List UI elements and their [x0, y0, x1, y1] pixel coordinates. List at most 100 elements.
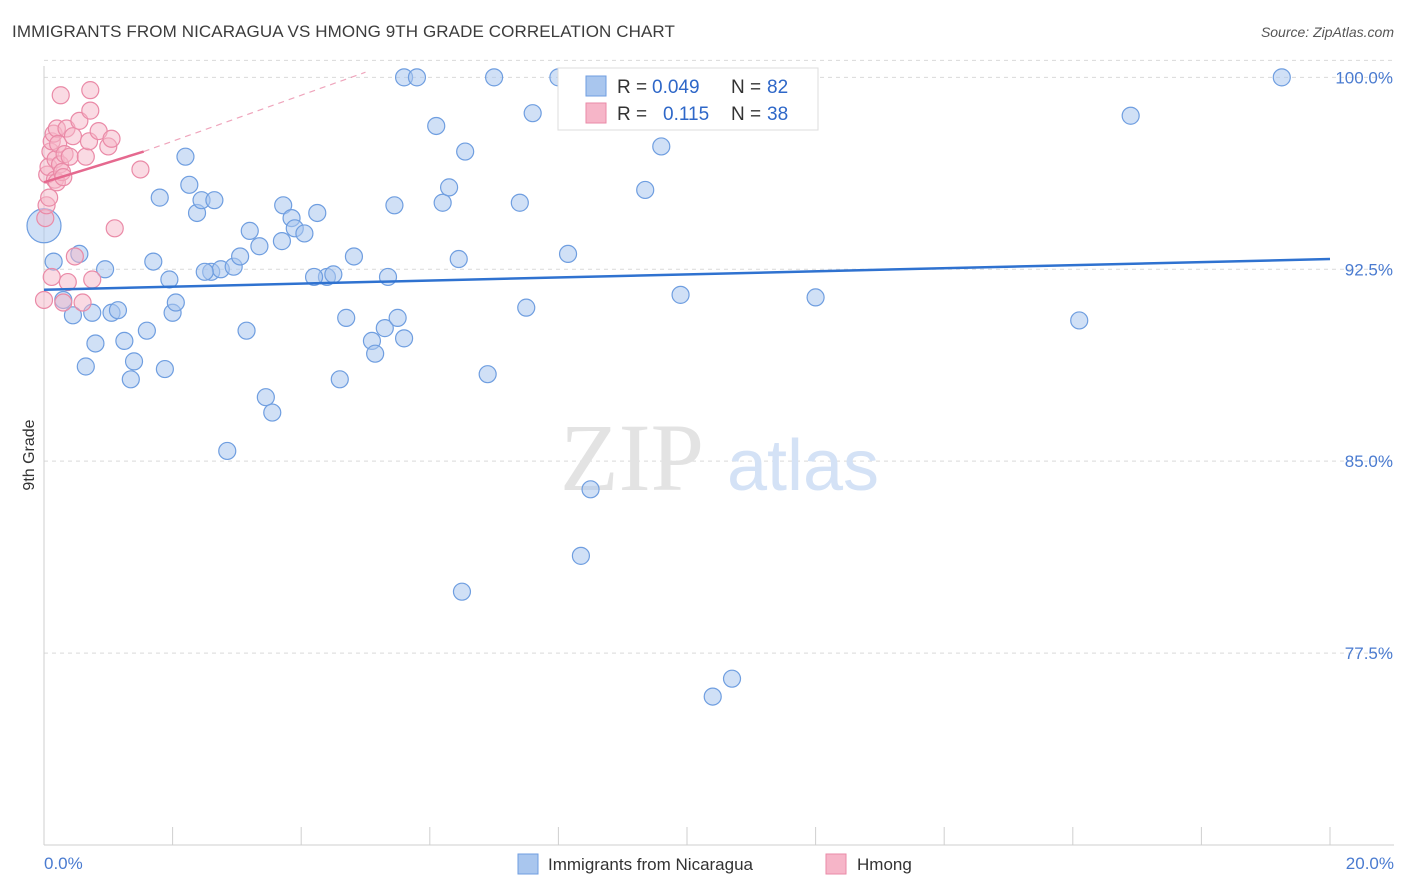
- point-nicaragua: [478, 365, 497, 384]
- y-tick-label: 100.0%: [1335, 68, 1393, 87]
- point-nicaragua: [581, 480, 600, 499]
- point-nicaragua: [806, 288, 825, 307]
- point-nicaragua: [571, 546, 591, 565]
- point-nicaragua: [308, 203, 327, 223]
- point-hmong: [58, 272, 77, 292]
- point-hmong: [63, 127, 83, 146]
- legend-n-label-2: N =: [731, 104, 761, 125]
- x-tick-label-min: 0.0%: [44, 854, 83, 873]
- point-nicaragua: [523, 104, 542, 123]
- point-nicaragua: [295, 224, 314, 243]
- x-tick-label-max: 20.0%: [1346, 854, 1394, 873]
- point-nicaragua: [344, 247, 364, 266]
- legend-r-value-1: 0.049: [652, 77, 700, 98]
- trend-line-hmong: [43, 150, 145, 184]
- point-nicaragua: [1272, 68, 1291, 87]
- legend-swatch-blue: [585, 75, 607, 97]
- legend-r-label-2: R =: [617, 104, 647, 125]
- point-hmong: [54, 293, 73, 312]
- gridlines: [44, 59, 1394, 654]
- point-nicaragua: [272, 232, 292, 251]
- point-nicaragua: [274, 196, 293, 215]
- point-nicaragua: [137, 321, 156, 340]
- point-nicaragua: [180, 175, 199, 194]
- point-nicaragua: [1121, 106, 1140, 125]
- point-hmong: [42, 267, 61, 287]
- point-nicaragua: [115, 331, 134, 351]
- point-nicaragua: [517, 298, 536, 317]
- point-nicaragua: [433, 193, 452, 212]
- point-nicaragua: [124, 352, 144, 371]
- point-hmong: [34, 290, 54, 310]
- point-nicaragua: [240, 221, 259, 240]
- point-nicaragua: [703, 687, 722, 706]
- y-tick-label: 92.5%: [1345, 260, 1393, 279]
- point-hmong: [102, 129, 121, 148]
- point-nicaragua: [144, 252, 163, 271]
- point-nicaragua: [427, 116, 446, 136]
- legend-n-value-1: 82: [767, 77, 788, 98]
- series-nicaragua-points: [26, 68, 1291, 706]
- legend-r-label-1: R =: [617, 77, 647, 98]
- point-hmong: [51, 86, 70, 105]
- point-hmong: [105, 219, 124, 238]
- point-hmong: [65, 247, 84, 266]
- point-nicaragua: [256, 388, 275, 407]
- point-nicaragua: [86, 334, 105, 353]
- legend-label-hmong: Hmong: [857, 855, 912, 874]
- point-nicaragua: [76, 357, 95, 376]
- point-nicaragua: [176, 147, 195, 166]
- trend-lines: [43, 71, 1331, 291]
- point-nicaragua: [456, 142, 475, 161]
- point-hmong: [60, 147, 79, 166]
- point-nicaragua: [108, 301, 128, 320]
- point-nicaragua: [485, 68, 504, 87]
- point-nicaragua: [195, 262, 214, 281]
- point-hmong: [81, 81, 100, 100]
- point-nicaragua: [439, 178, 459, 197]
- point-hmong: [83, 270, 102, 289]
- axes: [43, 66, 1394, 846]
- point-nicaragua: [155, 359, 174, 379]
- series-hmong-points: [34, 81, 150, 312]
- point-nicaragua: [337, 308, 356, 327]
- point-nicaragua: [375, 319, 394, 338]
- point-nicaragua: [44, 252, 63, 271]
- point-nicaragua: [1070, 311, 1089, 330]
- point-hmong: [131, 160, 150, 179]
- point-nicaragua: [671, 285, 690, 304]
- stats-legend: R = 0.049 N = 82 R = 0.115 N = 38: [557, 67, 819, 131]
- point-nicaragua: [652, 137, 671, 156]
- point-nicaragua: [510, 193, 529, 212]
- point-nicaragua: [166, 293, 185, 312]
- y-axis-title: 9th Grade: [21, 419, 38, 490]
- legend-r-value-2: 0.115: [663, 104, 709, 125]
- legend-n-value-2: 38: [767, 104, 788, 125]
- watermark: ZIP atlas: [560, 404, 879, 511]
- point-nicaragua: [324, 265, 343, 284]
- point-nicaragua: [558, 244, 578, 264]
- watermark-atlas: atlas: [727, 426, 879, 506]
- point-hmong: [73, 293, 92, 312]
- point-nicaragua: [250, 237, 269, 256]
- point-nicaragua: [388, 308, 407, 327]
- point-nicaragua: [394, 329, 414, 348]
- y-tick-label: 85.0%: [1345, 452, 1393, 471]
- source-label: Source: ZipAtlas.com: [1260, 24, 1394, 40]
- legend-n-label-1: N =: [731, 77, 761, 98]
- point-nicaragua: [205, 191, 224, 210]
- point-nicaragua: [237, 321, 256, 340]
- point-nicaragua: [385, 196, 404, 215]
- point-nicaragua: [63, 306, 83, 325]
- legend-swatch-pink: [585, 102, 607, 124]
- watermark-zip: ZIP: [560, 404, 704, 511]
- trend-line-nicaragua: [43, 257, 1331, 291]
- point-nicaragua: [304, 267, 324, 287]
- legend-swatch-hmong: [825, 853, 847, 875]
- point-nicaragua: [231, 247, 250, 266]
- point-nicaragua: [636, 180, 655, 200]
- point-nicaragua: [452, 582, 472, 601]
- point-hmong: [76, 147, 95, 166]
- legend-swatch-nicaragua: [517, 853, 539, 875]
